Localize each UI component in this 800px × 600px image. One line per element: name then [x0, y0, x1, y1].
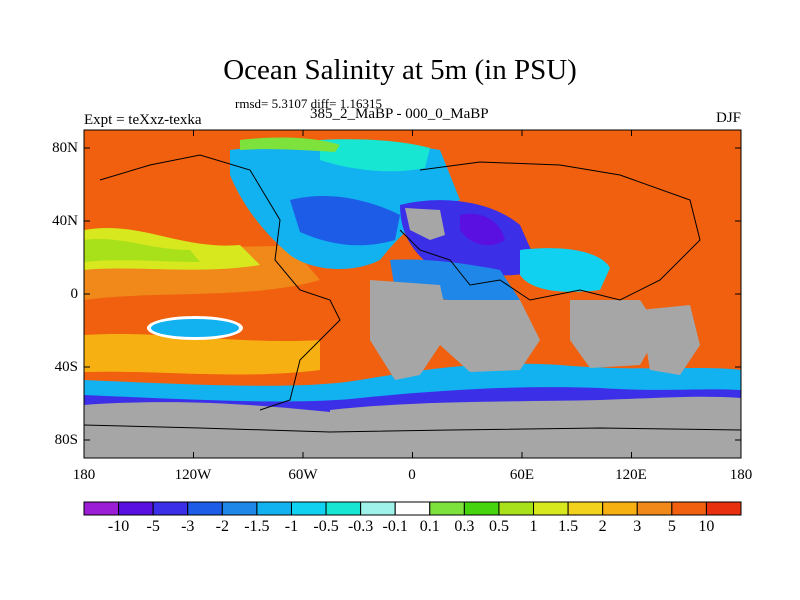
axis-ticks [83, 130, 742, 458]
colorbar-swatch [118, 501, 154, 516]
stats-text: rmsd= 5.3107 diff= 1.16315 [235, 96, 382, 111]
land-asia-south [570, 300, 660, 368]
colorbar-label: -5 [146, 518, 160, 535]
x-tick-label: 180 [72, 467, 96, 483]
colorbar-swatch [83, 501, 120, 516]
land-europe [405, 208, 445, 240]
y-tick-label: 80S [54, 432, 78, 448]
coastline-antarctica [84, 424, 741, 433]
land-mask [84, 208, 741, 458]
colorbar-label: -0.3 [347, 518, 374, 535]
colorbar-swatch [567, 501, 604, 516]
colorbar-swatch [325, 501, 362, 516]
field-band-south [84, 333, 320, 375]
colorbar-label: 2 [598, 518, 607, 535]
colorbar-swatch [463, 501, 500, 516]
land-antarctica-east [330, 396, 741, 458]
colorbar-label: 1 [529, 518, 538, 535]
field-arctic-cyan [320, 139, 430, 172]
experiment-label: Expt = teXxz-texka [84, 112, 202, 128]
colorbar-swatch [671, 501, 707, 516]
colorbar-swatch [533, 501, 569, 516]
x-tick-label: 0 [408, 467, 416, 483]
map-field [84, 130, 741, 458]
x-tick-label: 60W [288, 467, 318, 483]
colorbar-swatch [705, 501, 742, 516]
colorbar-label: -1 [284, 518, 299, 535]
colorbar-label: 1.5 [558, 518, 579, 535]
field-indian-cyan [520, 248, 610, 292]
colorbar-swatch [360, 501, 396, 516]
land-africa [370, 280, 450, 380]
period-label: 385_2_MaBP - 000_0_MaBP [310, 106, 489, 122]
y-tick-label: 80N [52, 140, 78, 156]
colorbar-swatch [636, 501, 673, 516]
coastline-americas [99, 154, 341, 411]
colorbar-label: -2 [215, 518, 229, 535]
land-central [440, 300, 540, 372]
field-band-green [84, 238, 200, 262]
colorbar-label: -3 [181, 518, 195, 535]
colorbar-swatch [256, 501, 292, 516]
x-tick-label: 60E [509, 467, 535, 483]
colorbar-label: -0.5 [313, 518, 339, 535]
field-arctic-green [240, 137, 340, 152]
colorbar-swatch [602, 501, 638, 516]
colorbar-swatch [429, 501, 465, 516]
colorbar-label: -10 [107, 518, 130, 535]
colorbar-label: 3 [633, 518, 642, 535]
y-tick-label: 40S [54, 359, 78, 375]
land-antarctica-west [84, 402, 330, 458]
field-ellipse-fresh [151, 319, 239, 337]
colorbar-label: 0.1 [419, 518, 440, 535]
y-tick-label: 0 [70, 286, 79, 302]
colorbar-swatch [187, 501, 223, 516]
colorbar-swatch [221, 501, 258, 516]
colorbar-label: 0.3 [454, 518, 475, 535]
x-tick-label: 180 [729, 467, 753, 483]
x-tick-label: 120E [615, 467, 647, 483]
colorbar-swatch [152, 501, 189, 516]
field-atlantic-deep [290, 195, 400, 246]
colorbar-label: 0.5 [488, 518, 509, 535]
colorbar-swatch [498, 501, 535, 516]
colorbar-label: -0.1 [382, 518, 408, 535]
colorbar [83, 501, 742, 516]
colorbar-label: -1.5 [244, 518, 270, 535]
land-australia [640, 305, 700, 375]
field-tethys-core [460, 213, 505, 246]
colorbar-label: 5 [667, 518, 676, 535]
season-label: DJF [715, 110, 741, 126]
coastlines [84, 154, 741, 433]
page-title: Ocean Salinity at 5m (in PSU) [223, 54, 577, 86]
y-tick-label: 40N [52, 213, 78, 229]
x-tick-label: 120W [174, 467, 212, 483]
colorbar-swatch [394, 501, 431, 516]
coastline-eurasia [399, 161, 701, 301]
colorbar-label: 10 [698, 518, 715, 535]
colorbar-swatch [290, 501, 327, 516]
